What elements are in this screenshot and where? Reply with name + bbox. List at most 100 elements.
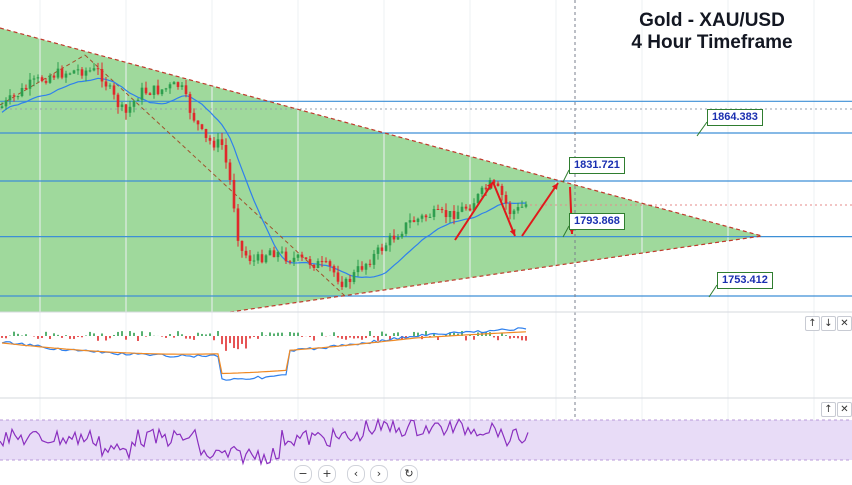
macd-histogram-bar [65, 335, 67, 336]
macd-histogram-bar [469, 335, 471, 336]
candle-body [108, 85, 112, 87]
candle-body [92, 68, 96, 71]
candle-body [144, 87, 148, 94]
macd-histogram-bar [117, 331, 119, 336]
macd-histogram-bar [393, 333, 395, 336]
candle-body [156, 85, 160, 95]
macd-histogram-bar [369, 331, 371, 336]
candle-body [200, 124, 204, 129]
macd-histogram-bar [73, 336, 75, 339]
macd-histogram-bar [189, 336, 191, 339]
candle-body [436, 209, 440, 211]
macd-histogram-bar [281, 332, 283, 336]
candle-body [80, 69, 84, 76]
candle-body [428, 216, 432, 218]
macd-histogram-bar [69, 336, 71, 339]
candle-body [44, 81, 48, 83]
rsi-move-up-button[interactable]: ↑ [821, 402, 836, 417]
macd-histogram-bar [293, 332, 295, 336]
zoom-in-button[interactable]: + [318, 465, 336, 483]
candle-body [492, 180, 496, 184]
candle-body [188, 94, 192, 113]
macd-histogram-bar [93, 333, 95, 336]
candle-body [380, 247, 384, 251]
candle-body [116, 94, 120, 108]
candle-body [8, 95, 12, 101]
macd-close-button[interactable]: ✕ [837, 316, 852, 331]
macd-histogram-bar [349, 336, 351, 338]
price-pane [0, 0, 852, 460]
macd-histogram-bar [105, 336, 107, 341]
candle-body [256, 254, 260, 261]
candle-body [516, 207, 520, 211]
rsi-close-button[interactable]: ✕ [837, 402, 852, 417]
candle-body [132, 100, 136, 107]
candle-body [32, 78, 36, 80]
candle-body [372, 253, 376, 265]
candle-body [512, 210, 516, 215]
candle-body [224, 144, 228, 163]
candle-body [192, 112, 196, 121]
macd-histogram-bar [289, 332, 291, 336]
macd-histogram [1, 331, 527, 351]
macd-histogram-bar [185, 336, 187, 339]
macd-histogram-bar [129, 331, 131, 336]
reset-chart-button[interactable]: ↻ [400, 465, 418, 483]
macd-histogram-bar [217, 331, 219, 336]
macd-histogram-bar [405, 336, 407, 340]
macd-histogram-bar [321, 332, 323, 336]
candle-body [364, 263, 368, 270]
candle-body [148, 93, 152, 95]
macd-histogram-bar [501, 332, 503, 336]
macd-histogram-bar [53, 333, 55, 336]
candle-body [152, 85, 156, 95]
macd-histogram-bar [425, 331, 427, 336]
candle-body [432, 209, 436, 217]
candle-body [504, 194, 508, 204]
candle-body [88, 70, 92, 72]
candle-body [400, 233, 404, 238]
candle-body [196, 120, 200, 125]
scroll-right-button[interactable]: › [370, 465, 388, 483]
candle-body [356, 266, 360, 273]
macd-histogram-bar [89, 331, 91, 336]
macd-histogram-bar [493, 336, 495, 338]
candle-body [468, 208, 472, 211]
candle-body [352, 272, 356, 283]
candle-body [376, 247, 380, 254]
candle-body [60, 68, 64, 78]
macd-histogram-bar [445, 334, 447, 336]
zoom-out-button[interactable]: − [294, 465, 312, 483]
price-label-1831: 1831.721 [569, 157, 625, 174]
macd-histogram-bar [473, 336, 475, 340]
candle-body [0, 106, 4, 108]
candle-body [184, 85, 188, 95]
macd-histogram-bar [357, 336, 359, 339]
macd-histogram-bar [169, 334, 171, 336]
macd-move-up-button[interactable]: ↑ [805, 316, 820, 331]
candle-body [4, 100, 8, 107]
candle-body [212, 140, 216, 148]
macd-histogram-bar [145, 336, 147, 337]
candle-body [452, 211, 456, 219]
chart-subtitle: 4 Hour Timeframe [631, 32, 793, 53]
candle-body [232, 179, 236, 209]
candle-body [312, 264, 316, 269]
price-label-1793: 1793.868 [569, 213, 625, 230]
candle-body [40, 77, 44, 82]
candle-body [172, 82, 176, 85]
scroll-left-button[interactable]: ‹ [347, 465, 365, 483]
macd-move-down-button[interactable]: ↓ [821, 316, 836, 331]
candle-body [416, 218, 420, 222]
macd-histogram-bar [341, 336, 343, 339]
candle-body [96, 68, 100, 70]
macd-histogram-bar [209, 333, 211, 336]
candle-body [104, 81, 108, 87]
candle-body [388, 235, 392, 246]
candle-body [28, 79, 32, 89]
macd-histogram-bar [345, 336, 347, 340]
label-leader-line [562, 169, 570, 183]
candle-body [72, 70, 76, 74]
candle-body [208, 137, 212, 141]
